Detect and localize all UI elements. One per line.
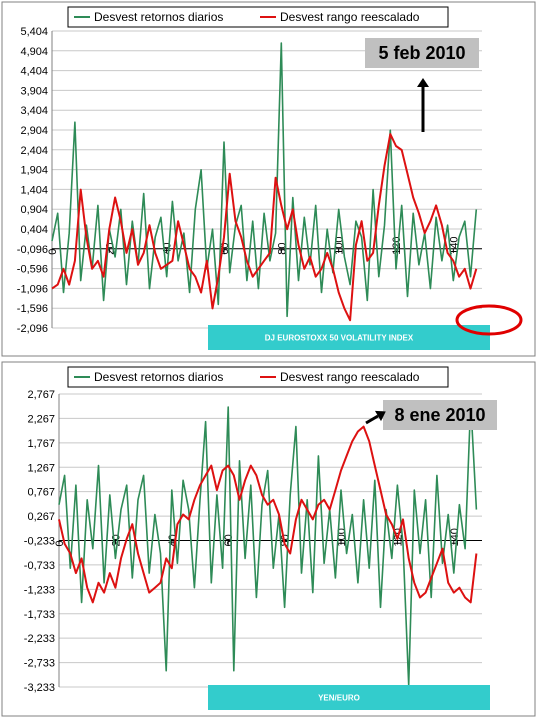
y-tick-label: -1,596	[17, 303, 48, 315]
series-line-returns	[58, 401, 478, 687]
x-tick-label: 0	[54, 540, 66, 546]
y-tick-label: -1,233	[24, 584, 55, 596]
y-tick-label: 4,404	[20, 66, 48, 78]
y-tick-label: 0,904	[20, 204, 48, 216]
y-tick-label: 2,404	[20, 145, 48, 157]
bottom-label-box	[208, 685, 490, 710]
annotation-label: 5 feb 2010	[378, 43, 465, 63]
y-tick-label: -0,233	[24, 536, 55, 548]
series-line-range	[51, 133, 478, 322]
y-tick-label: 0,267	[27, 511, 55, 523]
y-tick-label: -2,233	[24, 633, 55, 645]
legend-box	[67, 366, 449, 388]
legend-label-range: Desvest rango reescalado	[280, 370, 420, 384]
legend-label-returns: Desvest retornos diarios	[94, 370, 223, 384]
highlight-circle	[455, 304, 523, 336]
y-tick-label: -2,733	[24, 658, 55, 670]
annotation-arrow-head	[374, 410, 386, 422]
annotation-box	[365, 38, 479, 68]
y-tick-label: -1,733	[24, 609, 55, 621]
y-tick-label: -1,096	[17, 283, 48, 295]
annotation-arrow-head	[417, 78, 429, 87]
legend-label-returns: Desvest retornos diarios	[94, 10, 223, 24]
bottom-label-box	[208, 325, 490, 350]
chart-svg-bottom: 2,767 2,267 1,767 1,267 0,767 0,267 -0,233 -0,7…	[1, 361, 536, 717]
y-tick-label: 2,904	[20, 125, 48, 137]
x-tick-label: 40	[167, 534, 179, 546]
y-tick-label: 0,767	[27, 487, 55, 499]
y-tick-label: -0,096	[17, 244, 48, 256]
y-tick-label: 1,267	[27, 462, 55, 474]
y-tick-label: 2,767	[27, 389, 55, 401]
y-tick-label: 1,767	[27, 438, 55, 450]
y-tick-label: 4,904	[20, 46, 48, 58]
legend-label-range: Desvest rango reescalado	[280, 10, 420, 24]
chart-svg-top: 5,404 4,904 4,404 3,904 3,404 2,904 2,404 1,904…	[1, 1, 536, 357]
annotation-box	[383, 400, 497, 430]
bottom-label: DJ EUROSTOXX 50 VOLATILITY INDEX	[265, 334, 414, 343]
y-tick-label: -2,096	[17, 323, 48, 335]
x-tick-label: 120	[391, 236, 403, 254]
y-tick-label: -3,233	[24, 682, 55, 694]
annotation-arrow-shaft	[365, 414, 379, 425]
chart-panel-top: 5,404 4,904 4,404 3,904 3,404 2,904 2,404 1,904…	[1, 1, 536, 357]
y-tick-label: 3,904	[20, 85, 48, 97]
y-tick-label: -0,733	[24, 560, 55, 572]
chart-panel-bottom: 2,767 2,267 1,767 1,267 0,767 0,267 -0,233 -0,7…	[0, 360, 540, 720]
y-tick-label: 5,404	[20, 26, 48, 38]
y-tick-label: 2,267	[27, 413, 55, 425]
y-tick-label: 1,404	[20, 184, 48, 196]
bottom-label: YEN/EURO	[318, 694, 360, 703]
y-tick-label: 0,404	[20, 224, 48, 236]
annotation-label: 8 ene 2010	[394, 405, 485, 425]
x-tick-label: 60	[223, 534, 235, 546]
series-line-range	[58, 425, 478, 604]
x-tick-label: 0	[47, 249, 59, 255]
y-tick-label: 1,904	[20, 165, 48, 177]
y-tick-label: -0,596	[17, 264, 48, 276]
legend: Desvest retornos diarios Desvest rango re…	[67, 366, 449, 388]
legend: Desvest retornos diarios Desvest rango re…	[67, 6, 449, 28]
y-tick-label: 3,404	[20, 105, 48, 117]
legend-box	[67, 6, 449, 28]
